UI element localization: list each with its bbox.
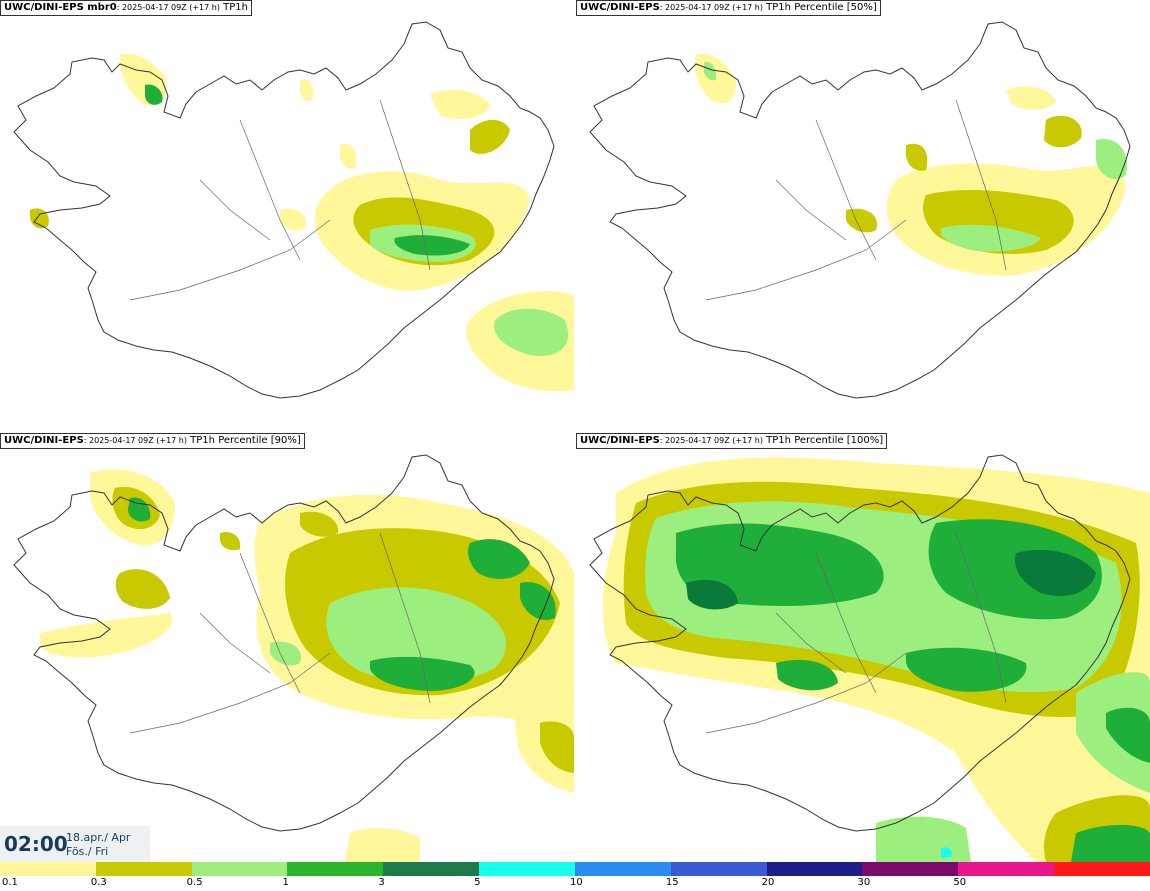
precip-contours bbox=[602, 457, 1150, 862]
rivers bbox=[129, 99, 431, 301]
legend-swatch bbox=[479, 862, 575, 876]
legend-swatch bbox=[574, 862, 671, 876]
legend-swatch bbox=[766, 862, 863, 876]
valid-date-line1: 18.apr./ Apr bbox=[66, 831, 131, 844]
color-legend: 0.1 0.3 0.5 1 3 5 10 15 20 30 50 bbox=[0, 862, 1150, 891]
map-panel-p100: UWC/DINI-EPS: 2025-04-17 09Z (+17 h) TP1… bbox=[576, 433, 1150, 862]
legend-tick-label: 5 bbox=[474, 877, 481, 888]
rivers bbox=[705, 532, 1007, 734]
precip-map bbox=[589, 21, 1131, 399]
panel-title: UWC/DINI-EPS: 2025-04-17 09Z (+17 h) TP1… bbox=[576, 433, 888, 449]
panel-title: UWC/DINI-EPS mbr0: 2025-04-17 09Z (+17 h… bbox=[0, 0, 252, 16]
legend-swatch bbox=[383, 862, 480, 876]
legend-swatch bbox=[862, 862, 959, 876]
legend-swatch bbox=[287, 862, 384, 876]
rivers bbox=[705, 99, 1007, 301]
legend-swatch bbox=[0, 862, 96, 876]
valid-date-line2: Fös./ Fri bbox=[66, 845, 109, 858]
map-panel-p90: UWC/DINI-EPS: 2025-04-17 09Z (+17 h) TP1… bbox=[0, 433, 574, 862]
legend-swatch bbox=[958, 862, 1055, 876]
valid-time: 02:00 bbox=[4, 832, 68, 856]
legend-tick-label: 15 bbox=[665, 877, 679, 888]
valid-date: 18.apr./ Apr Fös./ Fri bbox=[66, 831, 130, 859]
map-panel-mbr0: UWC/DINI-EPS mbr0: 2025-04-17 09Z (+17 h… bbox=[0, 0, 574, 429]
legend-tick-label: 0.5 bbox=[186, 877, 203, 888]
legend-tick-label: 3 bbox=[378, 877, 385, 888]
legend-tick-label: 0.1 bbox=[2, 877, 18, 888]
precip-map bbox=[589, 454, 1150, 862]
legend-tick-label: 1 bbox=[282, 877, 289, 888]
legend-swatch bbox=[1054, 862, 1150, 876]
legend-tick-label: 10 bbox=[570, 877, 583, 888]
precip-contours bbox=[30, 53, 574, 392]
legend-swatch bbox=[670, 862, 767, 876]
panel-title: UWC/DINI-EPS: 2025-04-17 09Z (+17 h) TP1… bbox=[576, 0, 881, 16]
legend-swatch bbox=[95, 862, 192, 876]
precip-map bbox=[13, 454, 574, 862]
legend-tick-label: 50 bbox=[953, 877, 967, 888]
valid-time-box: 02:00 18.apr./ Apr Fös./ Fri bbox=[0, 826, 150, 862]
legend-bar bbox=[0, 862, 1150, 876]
rivers bbox=[129, 532, 431, 734]
legend-swatch bbox=[191, 862, 288, 876]
legend-tick-label: 0.3 bbox=[90, 877, 107, 888]
panel-divider bbox=[574, 0, 576, 862]
precip-contours bbox=[40, 469, 574, 862]
map-panel-p50: UWC/DINI-EPS: 2025-04-17 09Z (+17 h) TP1… bbox=[576, 0, 1150, 429]
legend-tick-label: 30 bbox=[857, 877, 871, 888]
panel-title: UWC/DINI-EPS: 2025-04-17 09Z (+17 h) TP1… bbox=[0, 433, 305, 449]
legend-tick-label: 20 bbox=[761, 877, 775, 888]
precip-map bbox=[13, 21, 574, 399]
precip-contours bbox=[694, 53, 1127, 276]
